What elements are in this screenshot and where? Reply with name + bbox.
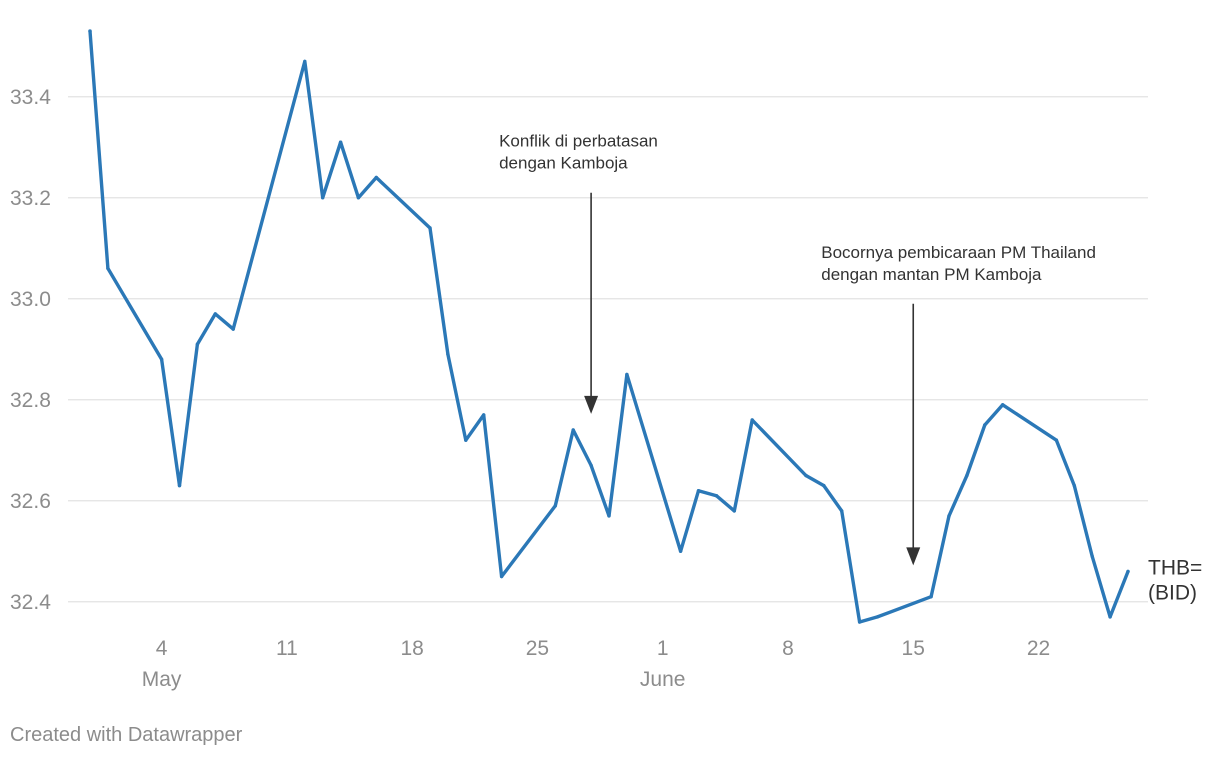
- data-point: [464, 438, 468, 442]
- data-point: [553, 504, 557, 508]
- data-point: [338, 140, 343, 144]
- data-point: [1108, 615, 1112, 619]
- x-month-label: May: [142, 668, 182, 691]
- series-labels: THB= (BID): [1148, 556, 1202, 604]
- data-point: [499, 574, 504, 579]
- data-point: [374, 175, 378, 180]
- data-point: [929, 595, 933, 599]
- annotation-line: dengan mantan PM Kamboja: [821, 265, 1042, 284]
- annotation-arrowhead: [906, 547, 921, 566]
- annotation-text: Konflik di perbatasan dengan Kamboja: [499, 132, 658, 173]
- y-tick-label: 33.4: [10, 86, 51, 109]
- series-label: THB= (BID): [1148, 556, 1202, 604]
- annotation-line: Bocornya pembicaraan PM Thailand: [821, 243, 1096, 262]
- data-point: [589, 463, 593, 468]
- data-point: [607, 514, 611, 518]
- x-tick-label: 18: [400, 637, 423, 660]
- data-point: [1126, 569, 1130, 574]
- data-point: [625, 372, 629, 377]
- data-point: [428, 226, 432, 230]
- annotation-text: Bocornya pembicaraan PM Thailand dengan m…: [821, 243, 1096, 284]
- data-point: [678, 549, 683, 553]
- data-point: [732, 509, 736, 513]
- series-lines: [88, 29, 1130, 624]
- data-point: [482, 413, 486, 417]
- annotation-line: dengan Kamboja: [499, 154, 628, 173]
- x-tick-label: 25: [526, 637, 549, 660]
- data-point: [195, 342, 200, 346]
- y-tick-label: 33.2: [10, 187, 51, 210]
- data-point: [750, 418, 754, 422]
- data-point: [983, 423, 987, 427]
- data-point: [947, 514, 951, 518]
- data-point: [822, 483, 826, 488]
- x-month-label: June: [640, 668, 686, 691]
- data-point: [159, 357, 164, 361]
- series-line: [88, 29, 1130, 624]
- x-tick-label: 11: [276, 637, 298, 660]
- y-tick-label: 33.0: [10, 288, 51, 311]
- series-label-line: THB=: [1148, 556, 1202, 579]
- data-point: [965, 473, 969, 478]
- data-point: [714, 494, 719, 498]
- data-point: [1090, 554, 1094, 558]
- x-tick-label: 4: [156, 637, 168, 660]
- data-point: [231, 327, 235, 331]
- data-point: [875, 615, 880, 619]
- x-tick-label: 15: [902, 637, 925, 660]
- credit-text: Created with Datawrapper: [10, 724, 243, 746]
- data-point: [804, 473, 808, 478]
- data-point: [446, 352, 450, 356]
- x-tick-label: 22: [1027, 637, 1050, 660]
- data-point: [840, 509, 844, 513]
- annotation-arrowhead: [584, 395, 599, 414]
- data-point: [106, 266, 110, 271]
- y-tick-label: 32.4: [10, 591, 51, 614]
- annotations: Konflik di perbatasan dengan Kamboja Bocor…: [499, 132, 1096, 566]
- gridlines: [68, 96, 1148, 603]
- data-point: [303, 59, 307, 64]
- data-point: [571, 428, 575, 432]
- data-point: [88, 29, 92, 33]
- data-point: [1054, 438, 1059, 442]
- y-tick-label: 32.6: [10, 490, 51, 513]
- data-point: [696, 489, 701, 493]
- data-point: [1001, 403, 1005, 407]
- y-axis-tick-labels: 32.4 32.6 32.8 33.0 33.2 33.4: [10, 86, 51, 614]
- data-point: [321, 196, 325, 200]
- data-point: [213, 312, 217, 316]
- series-label-line: (BID): [1148, 581, 1197, 604]
- data-point: [857, 620, 862, 624]
- y-tick-label: 32.8: [10, 389, 51, 412]
- data-point: [1072, 483, 1077, 488]
- x-tick-label: 8: [782, 637, 794, 660]
- annotation-line: Konflik di perbatasan: [499, 132, 658, 151]
- data-point: [356, 196, 361, 200]
- x-tick-label: 1: [657, 637, 669, 660]
- data-point: [177, 483, 182, 488]
